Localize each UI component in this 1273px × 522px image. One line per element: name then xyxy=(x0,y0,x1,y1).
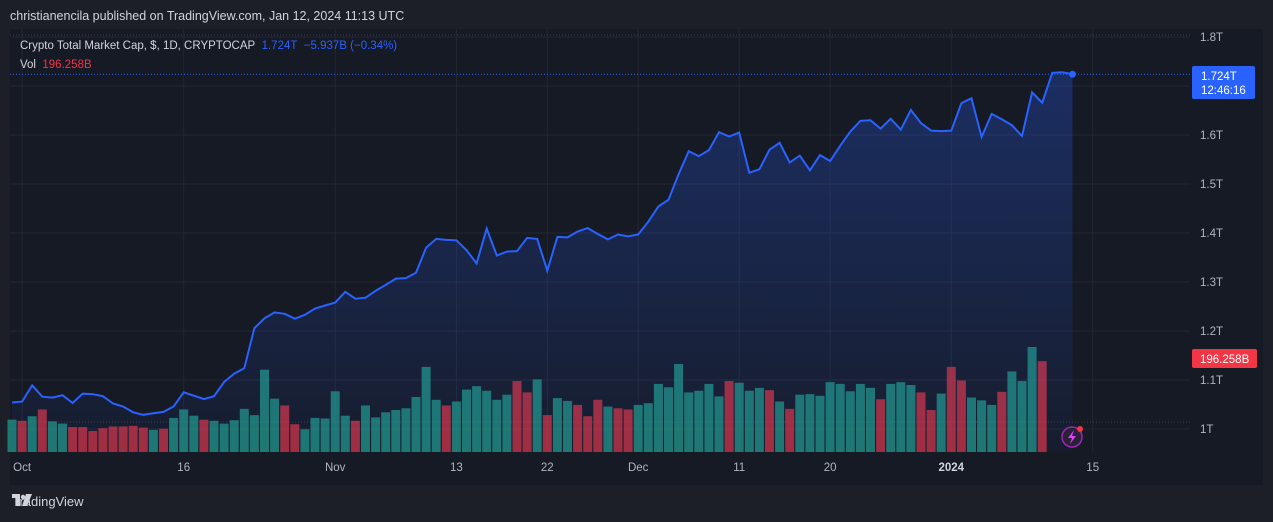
price-badge-value: 1.724T xyxy=(1201,71,1237,83)
x-tick-label: Nov xyxy=(325,462,346,474)
y-tick-label: 1T xyxy=(1200,424,1213,436)
price-badge-countdown: 12:46:16 xyxy=(1201,85,1246,97)
legend-change: −5.937B (−0.34%) xyxy=(303,40,398,52)
y-tick-label: 1.3T xyxy=(1200,277,1223,289)
chart-legend: Crypto Total Market Cap, $, 1D, CRYPTOCA… xyxy=(20,40,397,52)
price-badge: 1.724T 12:46:16 xyxy=(1192,66,1255,99)
x-tick-label: 16 xyxy=(177,462,190,474)
y-tick-label: 1.1T xyxy=(1200,375,1223,387)
x-axis-labels: Oct 16 Nov 13 22 Dec 11 20 2024 15 xyxy=(13,462,1099,474)
tradingview-logo-icon xyxy=(12,494,32,506)
x-tick-label: 2024 xyxy=(939,462,965,474)
vol-value: 196.258B xyxy=(42,59,92,71)
legend-last-value: 1.724T xyxy=(261,40,298,52)
x-tick-label: 15 xyxy=(1086,462,1099,474)
x-tick-label: 13 xyxy=(450,462,463,474)
published-by-header: christianencila published on TradingView… xyxy=(10,9,405,23)
y-tick-label: 1.2T xyxy=(1200,326,1223,338)
volume-legend: Vol 196.258B xyxy=(20,59,92,71)
vol-label: Vol xyxy=(20,59,36,71)
price-area-fill xyxy=(12,72,1073,453)
x-tick-label: 11 xyxy=(733,462,745,474)
y-tick-label: 1.5T xyxy=(1200,179,1223,191)
last-price-dot xyxy=(1069,70,1076,78)
tradingview-footer[interactable]: TradingView xyxy=(12,494,84,509)
lightning-icon[interactable] xyxy=(1061,426,1083,448)
x-tick-label: Dec xyxy=(628,462,649,474)
price-line xyxy=(11,71,1073,416)
volume-badge-value: 196.258B xyxy=(1200,354,1250,366)
y-tick-label: 1.6T xyxy=(1200,130,1223,142)
x-tick-label: 20 xyxy=(824,462,837,474)
y-tick-label: 1.8T xyxy=(1200,32,1223,44)
y-tick-label: 1.4T xyxy=(1200,228,1223,240)
volume-badge: 196.258B xyxy=(1192,349,1257,368)
x-tick-label: Oct xyxy=(13,462,32,474)
x-tick-label: 22 xyxy=(541,462,554,474)
legend-title: Crypto Total Market Cap, $, 1D, CRYPTOCA… xyxy=(20,40,256,52)
